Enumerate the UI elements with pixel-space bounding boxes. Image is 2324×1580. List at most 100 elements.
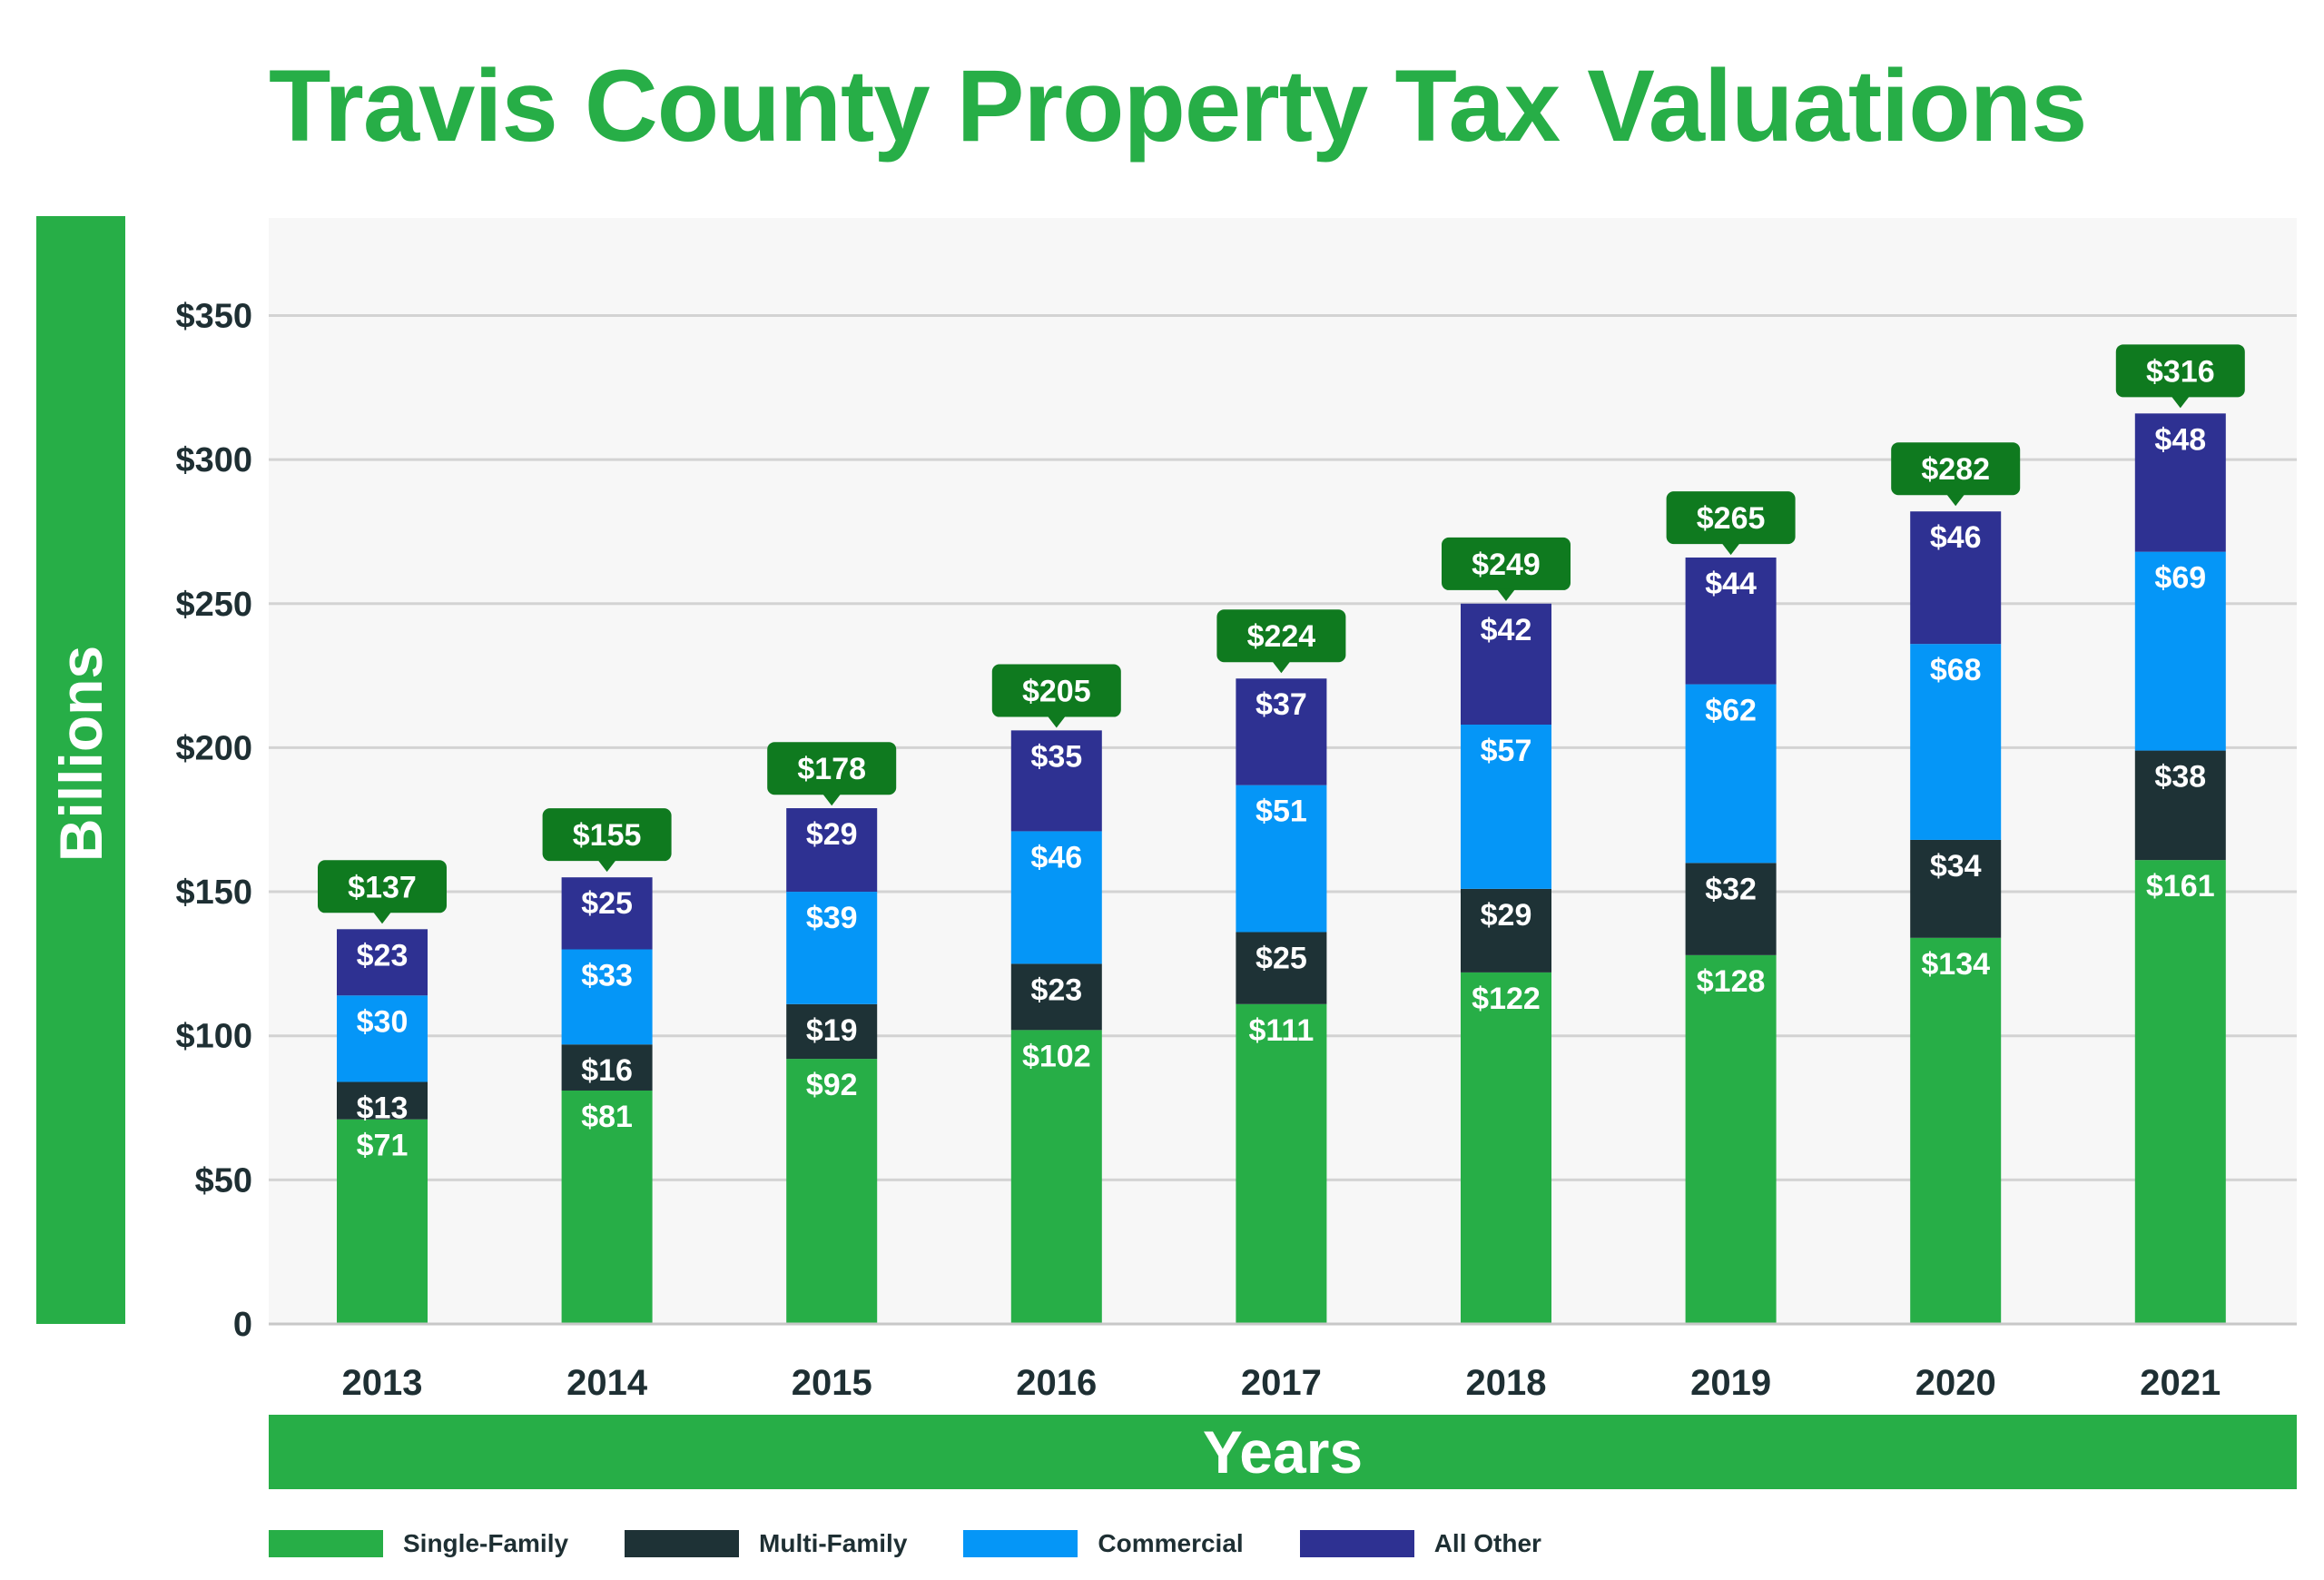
bar-value-label: $161 xyxy=(2146,869,2215,904)
bar-value-label: $92 xyxy=(806,1068,858,1102)
y-tick-label: $50 xyxy=(195,1161,252,1200)
total-callout-pointer xyxy=(1272,661,1291,674)
x-axis-label: Years xyxy=(1202,1418,1364,1486)
y-tick-label: $100 xyxy=(175,1018,252,1056)
bar-value-label: $35 xyxy=(1030,739,1082,774)
total-callout xyxy=(1666,491,1796,545)
total-callout xyxy=(318,860,447,913)
y-tick-label: $150 xyxy=(175,874,252,912)
bar-segment xyxy=(1910,644,2002,840)
bar-value-label: $13 xyxy=(357,1091,409,1125)
y-tick-label: $250 xyxy=(175,586,252,624)
legend-item: All Other xyxy=(1299,1529,1541,1558)
bar-value-label: $122 xyxy=(1472,982,1541,1016)
bar-segment xyxy=(1236,785,1327,933)
bar-value-label: $69 xyxy=(2154,561,2206,596)
bar-value-label: $57 xyxy=(1481,734,1532,768)
y-axis-band xyxy=(36,216,125,1324)
total-value-label: $137 xyxy=(348,870,417,904)
bar-value-label: $102 xyxy=(1022,1039,1091,1073)
total-callout xyxy=(1442,537,1571,590)
legend-swatch xyxy=(963,1530,1078,1557)
legend: Single-Family Multi-Family Commercial All O… xyxy=(269,1527,1598,1560)
x-tick-label: 2021 xyxy=(2140,1363,2221,1403)
bar-segment xyxy=(1010,730,1102,832)
bar-segment xyxy=(1910,937,2002,1324)
bar-value-label: $81 xyxy=(581,1100,633,1134)
stacked-bar-chart: 0 $50 $100 $150 $200 $250 $300 $350 $71 $13 $30 $23… xyxy=(175,297,2297,1403)
y-tick-label: $350 xyxy=(175,297,252,335)
bar-value-label: $42 xyxy=(1481,613,1532,647)
bar-segment xyxy=(561,1090,653,1324)
bar-segment xyxy=(337,995,428,1082)
bar-value-label: $25 xyxy=(1256,941,1307,975)
total-callout xyxy=(767,742,897,795)
bar-value-label: $33 xyxy=(581,959,633,993)
bar-segment xyxy=(1236,932,1327,1004)
x-tick-label: 2019 xyxy=(1690,1363,1771,1403)
bar-value-label: $32 xyxy=(1705,872,1757,906)
bar-value-label: $51 xyxy=(1256,795,1307,829)
total-value-label: $316 xyxy=(2146,354,2215,389)
bar-value-label: $111 xyxy=(1248,1013,1314,1048)
bar-value-label: $30 xyxy=(357,1004,409,1039)
bar-value-label: $37 xyxy=(1256,687,1307,722)
total-value-label: $155 xyxy=(573,818,642,853)
bar-value-label: $62 xyxy=(1705,694,1757,728)
bar-value-label: $128 xyxy=(1697,964,1766,999)
total-callout xyxy=(991,664,1121,717)
total-callout-pointer xyxy=(1946,494,1965,507)
total-value-label: $205 xyxy=(1022,675,1091,709)
chart-title: Travis County Property Tax Valuations xyxy=(269,49,2087,163)
total-callout xyxy=(1216,609,1346,663)
x-tick-label: 2017 xyxy=(1241,1363,1322,1403)
bar-value-label: $23 xyxy=(357,938,409,973)
bar-value-label: $71 xyxy=(357,1129,409,1163)
bar-value-label: $25 xyxy=(581,886,633,921)
bar-segment xyxy=(561,1044,653,1091)
total-callout-pointer xyxy=(822,794,842,806)
x-axis-band: Years xyxy=(269,1415,2297,1489)
total-callout-pointer xyxy=(1721,543,1740,556)
legend-label: Commercial xyxy=(1098,1529,1244,1557)
bar-segment xyxy=(1461,972,1551,1324)
legend-item: Commercial xyxy=(963,1529,1244,1558)
bar-value-label: $23 xyxy=(1030,973,1082,1007)
bar-value-label: $48 xyxy=(2154,422,2206,457)
legend-item: Single-Family xyxy=(269,1529,568,1558)
bar-segment xyxy=(1910,511,2002,645)
legend-swatch xyxy=(625,1530,740,1557)
legend-item: Multi-Family xyxy=(625,1529,907,1558)
bar-value-label: $34 xyxy=(1930,849,1982,884)
total-callout-pointer xyxy=(1497,588,1515,601)
bar-value-label: $134 xyxy=(1921,947,1990,982)
bar-segment xyxy=(1685,684,1777,864)
bar-segment xyxy=(1010,831,1102,964)
bar-value-label: $29 xyxy=(806,817,858,852)
bar-value-label: $39 xyxy=(806,901,858,935)
x-tick-label: 2020 xyxy=(1915,1363,1996,1403)
bar-segment xyxy=(786,892,878,1004)
bar-segment xyxy=(337,1119,428,1324)
x-tick-label: 2016 xyxy=(1016,1363,1097,1403)
x-tick-label: 2018 xyxy=(1466,1363,1547,1403)
x-tick-label: 2013 xyxy=(342,1363,423,1403)
bar-segment xyxy=(1685,863,1777,955)
total-value-label: $224 xyxy=(1247,619,1316,654)
total-callout-pointer xyxy=(597,860,616,873)
bar-segment xyxy=(2134,413,2226,552)
total-value-label: $282 xyxy=(1921,452,1990,487)
y-tick-label: $200 xyxy=(175,729,252,767)
bar-value-label: $29 xyxy=(1481,898,1532,933)
total-value-label: $265 xyxy=(1697,501,1766,536)
total-callout-pointer xyxy=(2171,396,2190,409)
bar-segment xyxy=(2134,860,2226,1324)
legend-label: Single-Family xyxy=(403,1529,569,1557)
bar-value-label: $46 xyxy=(1030,840,1082,874)
bar-segment xyxy=(561,949,653,1045)
x-tick-label: 2014 xyxy=(566,1363,648,1403)
total-callout-pointer xyxy=(1047,716,1066,728)
y-tick-label: $300 xyxy=(175,441,252,479)
bar-segment xyxy=(1910,839,2002,938)
legend-swatch xyxy=(1299,1530,1414,1557)
